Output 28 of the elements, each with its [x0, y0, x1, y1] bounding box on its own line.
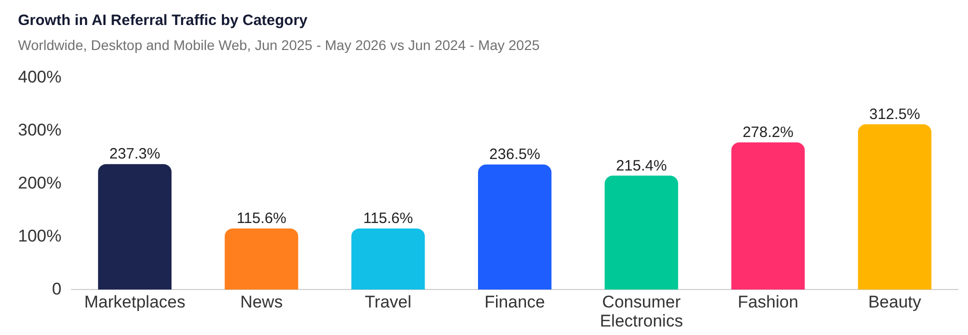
data-label: 215.4% [616, 157, 667, 174]
y-tick-label: 400% [18, 68, 62, 87]
chart-subtitle: Worldwide, Desktop and Mobile Web, Jun 2025 - May 2026 vs Jun 2024 - May 2025 [18, 37, 540, 53]
bar [478, 164, 552, 290]
x-tick-label: Travel [364, 292, 412, 312]
data-label: 115.6% [363, 210, 413, 228]
x-tick-label: Marketplaces [84, 292, 186, 312]
data-label: 237.3% [109, 146, 160, 163]
data-label: 115.6% [236, 210, 286, 228]
x-tick-label: Beauty [868, 292, 922, 312]
bar [98, 164, 172, 290]
x-tick-label: News [240, 292, 283, 312]
x-tick-label: Fashion [738, 292, 798, 312]
y-tick-label: 100% [18, 226, 62, 246]
bar [224, 228, 298, 290]
y-tick-label: 0 [52, 279, 62, 298]
y-tick-label: 200% [18, 173, 62, 192]
bar [604, 176, 678, 290]
data-label: 278.2% [742, 124, 794, 142]
bar [858, 124, 932, 290]
x-tick-label: Consumer Electronics [600, 292, 683, 330]
bar [731, 142, 805, 290]
chart-title: Growth in AI Referral Traffic by Category [18, 12, 308, 29]
data-label: 312.5% [869, 106, 920, 123]
x-tick-label: Finance [484, 292, 545, 312]
data-label: 236.5% [489, 146, 540, 164]
y-tick-label: 300% [18, 120, 62, 140]
bar [351, 228, 425, 290]
